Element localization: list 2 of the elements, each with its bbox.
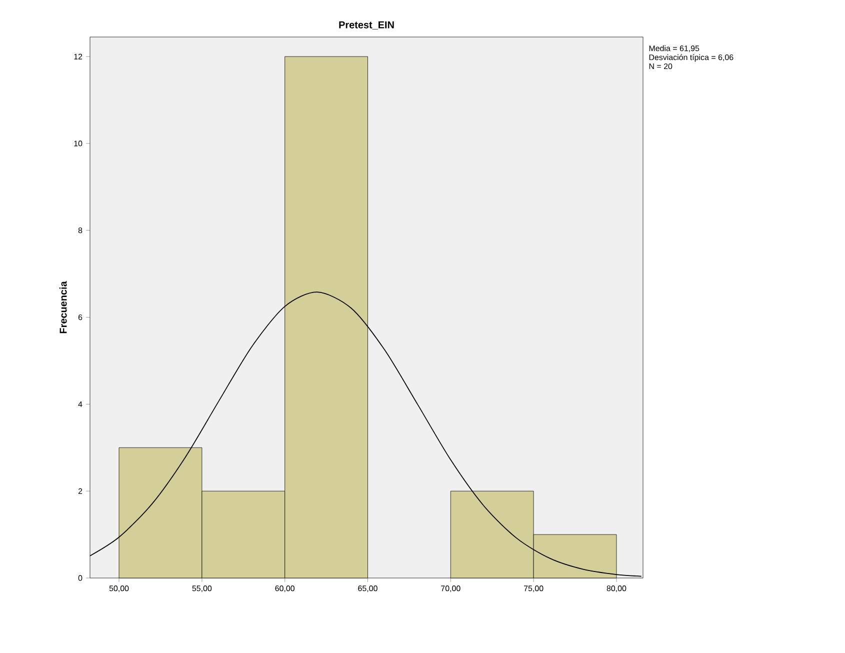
y-axis-title: Frecuencia [59, 281, 67, 334]
chart-title: Pretest_EIN [339, 21, 394, 30]
